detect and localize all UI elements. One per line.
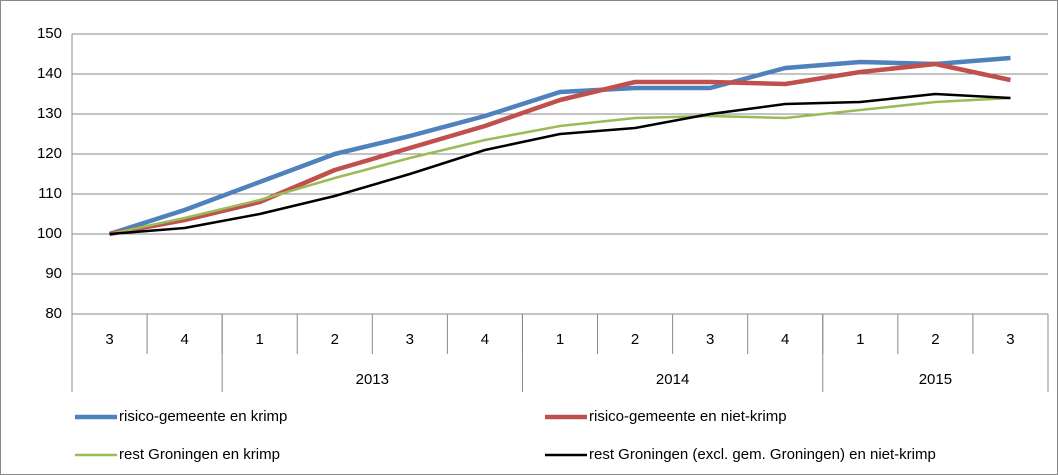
- legend-label: risico-gemeente en niet-krimp: [589, 408, 787, 425]
- x-tick-label: 1: [856, 331, 864, 348]
- y-tick-label: 110: [38, 185, 62, 202]
- y-tick-label: 100: [37, 225, 62, 242]
- x-tick-label: 4: [781, 331, 789, 348]
- x-tick-label: 2: [931, 331, 939, 348]
- y-tick-label: 150: [37, 25, 62, 42]
- legend-label: rest Groningen en krimp: [119, 446, 280, 463]
- x-group-label: 2013: [356, 371, 389, 388]
- x-tick-label: 3: [706, 331, 714, 348]
- series-line: [109, 61, 1011, 237]
- legend-label: rest Groningen (excl. gem. Groningen) en…: [589, 446, 936, 463]
- y-tick-label: 140: [37, 65, 62, 82]
- series-line: [109, 96, 1011, 236]
- x-tick-label: 3: [1006, 331, 1014, 348]
- y-tick-label: 130: [37, 105, 62, 122]
- x-tick-label: 4: [481, 331, 489, 348]
- y-tick-label: 120: [37, 145, 62, 162]
- x-tick-label: 1: [556, 331, 564, 348]
- y-tick-label: 80: [45, 305, 62, 322]
- x-tick-label: 3: [105, 331, 113, 348]
- x-group-label: 2014: [656, 371, 689, 388]
- y-tick-label: 90: [45, 265, 62, 282]
- x-tick-label: 4: [180, 331, 188, 348]
- x-tick-label: 3: [406, 331, 414, 348]
- series-line: [108, 55, 1011, 237]
- x-group-label: 2015: [919, 371, 952, 388]
- x-tick-label: 2: [631, 331, 639, 348]
- legend-label: risico-gemeente en krimp: [119, 408, 287, 425]
- series-line: [109, 92, 1011, 236]
- x-tick-label: 2: [331, 331, 339, 348]
- x-tick-label: 1: [256, 331, 264, 348]
